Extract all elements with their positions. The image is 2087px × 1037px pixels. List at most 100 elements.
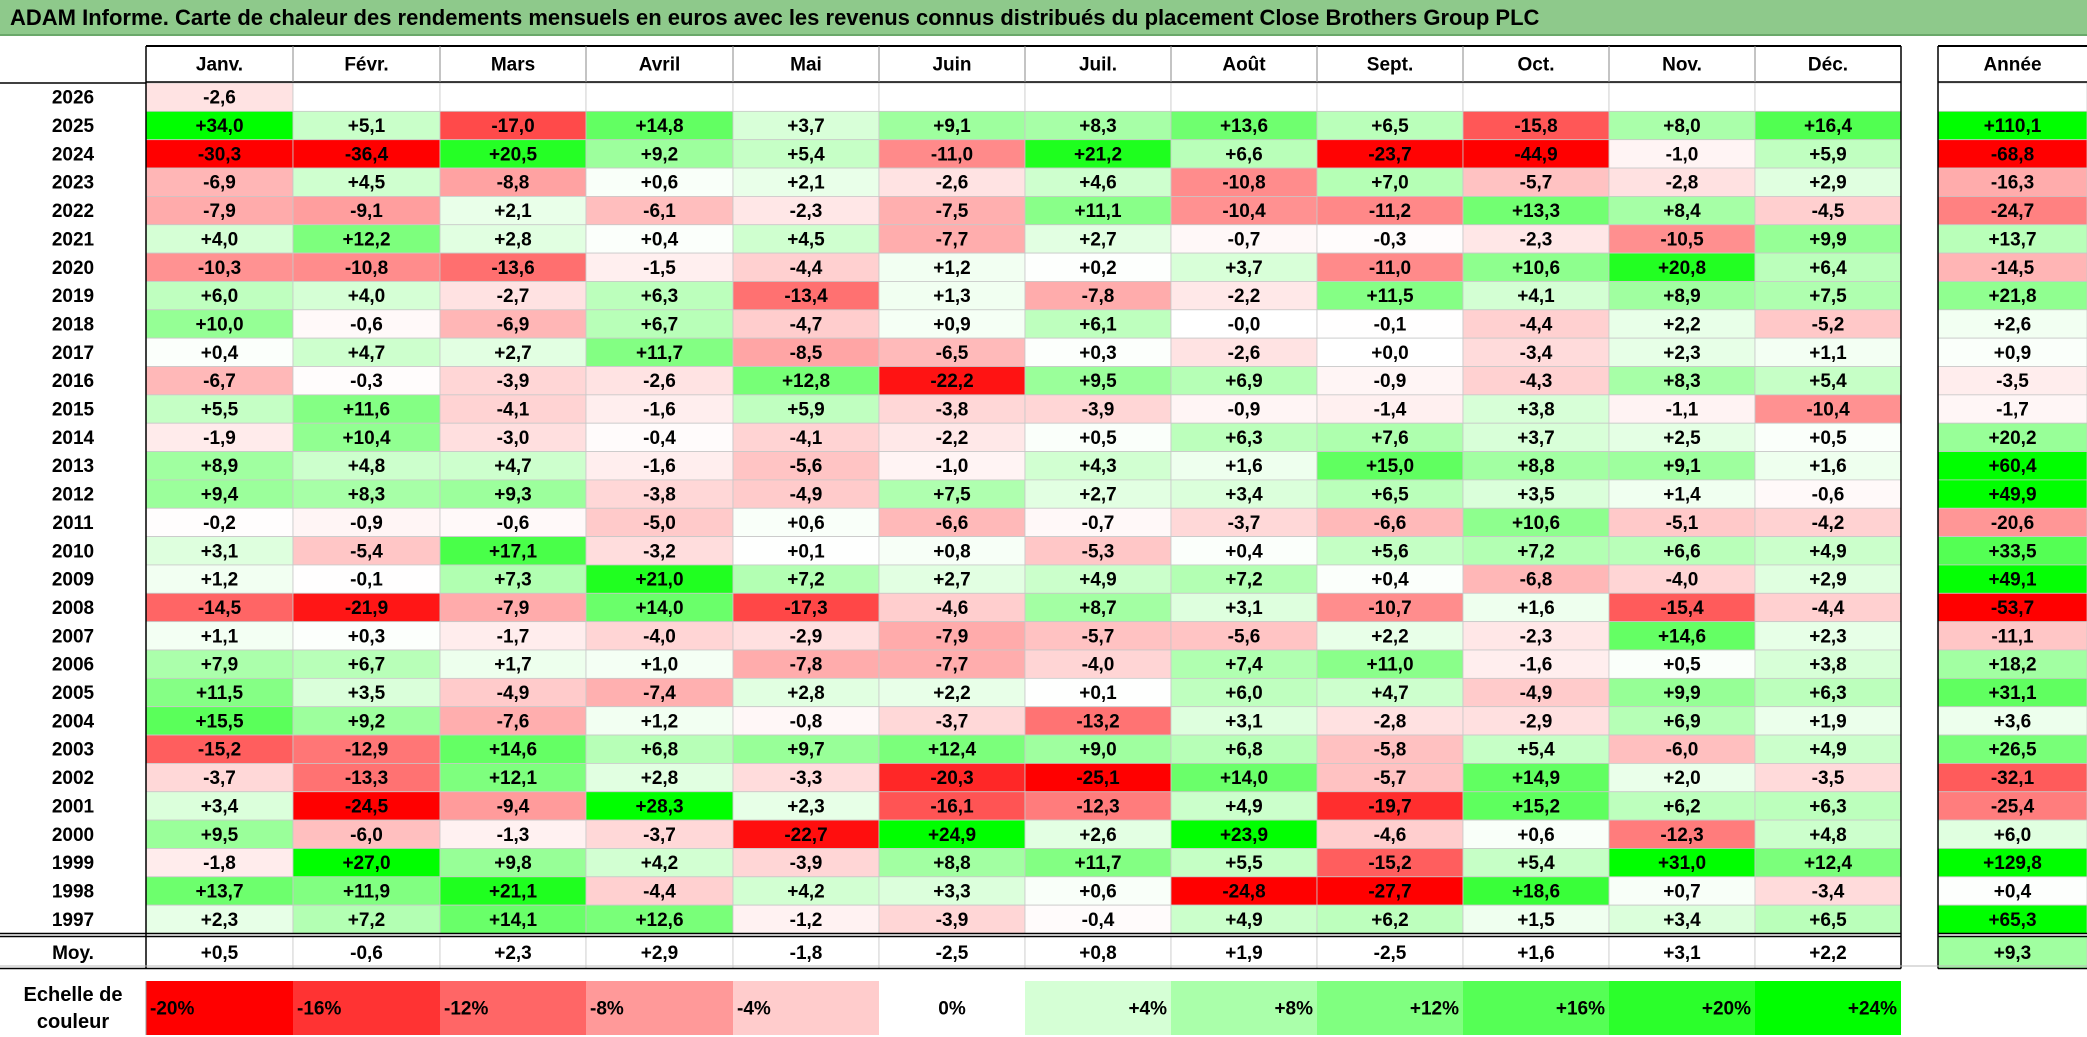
cell-value: +2,8 [787,683,825,704]
month-header: Juin [932,55,971,76]
heatmap-cell [1754,592,1902,623]
heatmap-cell [732,281,880,311]
heatmap-cell [292,677,441,708]
cell-value: +3,4 [1225,485,1263,506]
heatmap-cell [732,564,880,594]
cell-value: -9,1 [350,201,383,222]
cell-value: -1,1 [1666,400,1699,421]
cell-value: -4,9 [1520,683,1553,704]
cell-value: -2,2 [936,428,969,449]
cell-value: +4,5 [348,173,386,194]
row-year-label: 2026 [52,88,94,109]
heatmap-cell [1608,167,1756,197]
cell-value: +2,7 [1079,229,1117,250]
cell-value: +8,3 [348,485,386,506]
heatmap-cell [1608,366,1756,396]
row-year-label: 1999 [52,853,94,874]
cell-value: -3,0 [497,428,530,449]
heatmap-cell [732,876,880,906]
heatmap-cell [585,649,734,679]
heatmap-cell [878,394,1026,424]
cell-value: +2,6 [1079,825,1117,846]
heatmap-cell [585,734,734,764]
heatmap-cell [732,82,880,112]
cell-value: -4,9 [497,683,530,704]
row-year-label: 2021 [52,229,95,250]
heatmap-cell [585,167,734,197]
heatmap-cell [585,82,734,112]
heatmap-cell [292,564,441,594]
heatmap-cell [585,451,734,481]
cell-value: -25,1 [1076,768,1120,789]
heatmap-cell [878,451,1026,481]
heatmap-cell [1170,252,1318,282]
year-total-value: -11,1 [1991,626,2034,647]
cell-value: +1,2 [641,711,679,732]
cell-value: -6,0 [1666,740,1699,761]
row-year-label: 2011 [52,513,94,534]
row-year-label: 2005 [52,683,95,704]
cell-value: +6,9 [1663,711,1701,732]
heatmap-cell [1462,536,1610,566]
row-year-label: 2002 [52,768,94,789]
cell-value: -13,6 [491,258,534,279]
cell-value: -5,6 [1228,626,1261,647]
heatmap-cell [145,82,294,112]
cell-value: -0,4 [643,428,676,449]
heatmap-cell [1316,110,1464,141]
heatmap-cell [1024,819,1172,849]
cell-value: +0,5 [1809,428,1847,449]
average-value: +1,9 [1225,943,1263,964]
cell-value: +1,6 [1809,456,1847,477]
heatmap-cell [1462,904,1610,934]
heatmap-cell [145,763,294,793]
cell-value: +3,3 [933,881,971,902]
cell-value: +5,4 [1517,853,1555,874]
heatmap-cell [1608,110,1756,141]
scale-title-line: Echelle de [24,984,123,1006]
cell-value: -5,7 [1082,626,1115,647]
average-value: +0,8 [1079,943,1117,964]
cell-value: -12,3 [1076,796,1119,817]
cell-value: +4,2 [787,881,825,902]
cell-value: +2,9 [1809,173,1847,194]
cell-value: -36,4 [345,144,389,165]
heatmap-cell [292,649,441,679]
cell-value: -4,4 [1812,598,1845,619]
cell-value: +6,4 [1809,258,1847,279]
heatmap-cell [1024,791,1172,821]
heatmap-cell [1462,195,1610,226]
year-total-cell [1937,848,2087,878]
heatmap-cell [1024,309,1172,339]
row-year-label: 2024 [52,144,95,165]
cell-value: +7,2 [1517,541,1555,562]
cell-value: -30,3 [198,144,241,165]
cell-value: -2,2 [1228,286,1261,307]
year-total-value: -68,8 [1991,144,2034,165]
cell-value: +1,7 [494,655,532,676]
cell-value: -4,1 [497,400,530,421]
cell-value: +0,3 [348,626,386,647]
scale-label: +20% [1702,999,1751,1020]
scale-label: +12% [1410,999,1459,1020]
heatmap-cell [292,309,441,339]
year-header: Année [1983,55,2041,76]
cell-value: -4,3 [1520,371,1553,392]
cell-value: -17,3 [784,598,827,619]
heatmap-cell [439,564,587,594]
cell-value: +6,0 [1225,683,1263,704]
heatmap-cell [732,507,880,538]
cell-value: +8,4 [1663,201,1701,222]
heatmap-cell [1316,649,1464,679]
cell-value: +5,5 [1225,853,1263,874]
heatmap-cell [1462,621,1610,651]
cell-value: +7,2 [787,570,825,591]
month-header: Avril [639,55,681,76]
cell-value: +14,0 [1220,768,1268,789]
cell-value: +7,9 [201,655,239,676]
average-value: +2,3 [494,943,532,964]
cell-value: +2,2 [933,683,971,704]
cell-value: +2,8 [494,229,532,250]
heatmap-cell [878,252,1026,282]
cell-value: +9,9 [1809,229,1847,250]
